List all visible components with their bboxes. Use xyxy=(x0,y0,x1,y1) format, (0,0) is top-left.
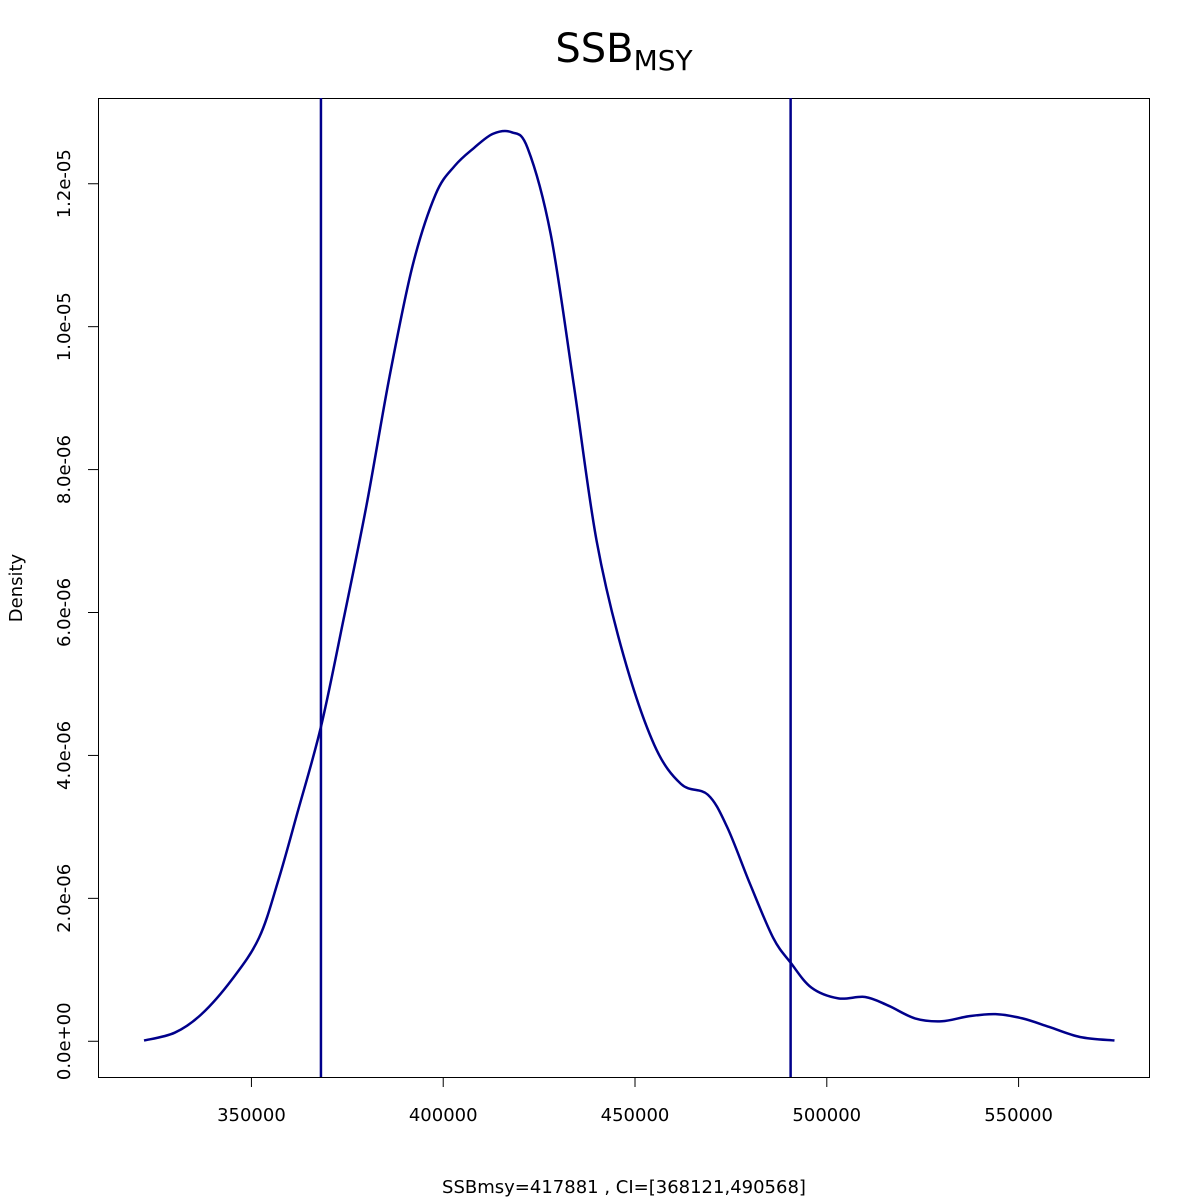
x-tick-label: 450000 xyxy=(601,1105,670,1126)
y-tick-label: 1.2e-05 xyxy=(54,149,75,218)
plot-frame xyxy=(98,98,1150,1078)
y-tick-label: 2.0e-06 xyxy=(54,864,75,933)
ci-lines xyxy=(319,98,792,1077)
chart-title: SSBMSY xyxy=(555,26,693,77)
y-tick-label: 6.0e-06 xyxy=(54,578,75,647)
y-tick-label: 0.0e+00 xyxy=(54,1002,75,1080)
y-tick-label: 1.0e-05 xyxy=(54,292,75,361)
y-axis: 0.0e+00 2.0e-06 4.0e-06 6.0e-06 8.0e-06 1.0e-… xyxy=(54,149,99,1080)
chart-title-main: SSB xyxy=(555,26,633,72)
x-axis-label: SSBmsy=417881 , CI=[368121,490568] xyxy=(442,1177,806,1198)
x-tick-label: 500000 xyxy=(792,1105,861,1126)
y-tick-label: 4.0e-06 xyxy=(54,721,75,790)
x-axis: 350000 400000 450000 500000 550000 xyxy=(217,1077,1053,1126)
y-tick-label: 8.0e-06 xyxy=(54,435,75,504)
density-line xyxy=(143,129,1115,1042)
chart-title-subscript: MSY xyxy=(634,44,694,77)
y-axis-label: Density xyxy=(6,553,27,622)
x-tick-label: 350000 xyxy=(217,1105,286,1126)
x-tick-label: 550000 xyxy=(984,1105,1053,1126)
series-layer xyxy=(143,129,1115,1042)
x-tick-label: 400000 xyxy=(409,1105,478,1126)
